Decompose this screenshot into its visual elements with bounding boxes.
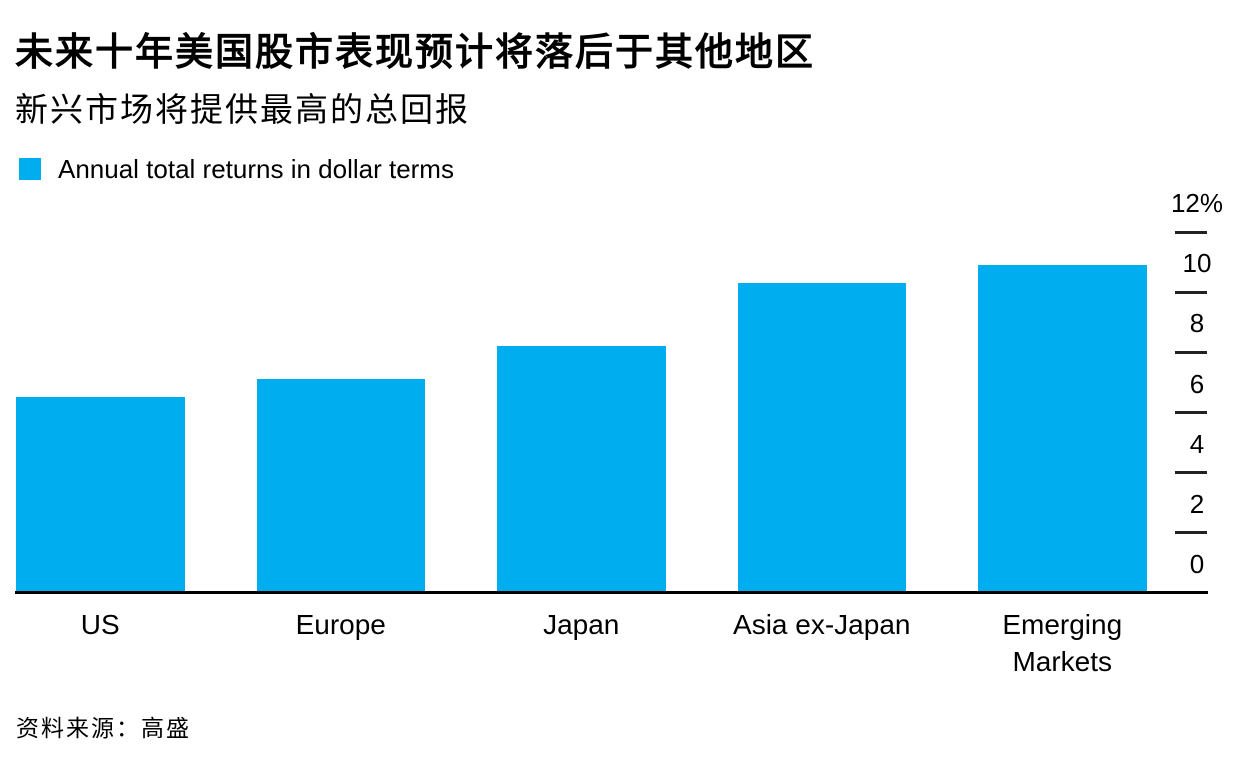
bar-europe [256,379,425,593]
bar-japan [497,346,666,593]
y-axis-tick-8 [1175,350,1207,354]
bar-emerging-markets [978,265,1147,593]
chart-subtitle: 新兴市场将提供最高的总回报 [15,91,470,128]
bar-asia-ex-japan [737,283,906,593]
y-axis-label-0: 0 [1189,549,1205,579]
category-label-us: US [80,609,120,640]
category-label-emerging-markets: Emerging Markets [1002,609,1123,677]
legend: Annual total returns in dollar terms [19,155,454,183]
chart-title: 未来十年美国股市表现预计将落后于其他地区 [15,32,816,74]
legend-swatch-icon [19,158,41,180]
category-label-europe: Europe [295,609,386,640]
y-axis-label-10: 10 [1182,248,1212,279]
x-axis-line [15,591,1208,594]
y-axis-tick-10 [1175,290,1207,294]
plot-area [16,232,1147,593]
y-axis-label-2: 2 [1189,488,1205,519]
y-axis-label-8: 8 [1189,308,1205,339]
y-axis-label-4: 4 [1189,428,1205,459]
y-axis-tick-6 [1175,411,1207,414]
category-label-asia-ex-japan: Asia ex-Japan [733,609,911,640]
y-axis-tick-2 [1175,531,1207,535]
source-note: 资料来源：高盛 [16,715,191,741]
legend-label: Annual total returns in dollar terms [58,154,454,184]
y-axis-tick-4 [1175,471,1207,475]
y-axis-tick-12 [1175,230,1207,234]
category-label-japan: Japan [543,609,620,640]
bar-us [16,397,185,593]
y-axis-label-12: 12% [1170,188,1224,218]
y-axis-label-6: 6 [1189,368,1205,399]
